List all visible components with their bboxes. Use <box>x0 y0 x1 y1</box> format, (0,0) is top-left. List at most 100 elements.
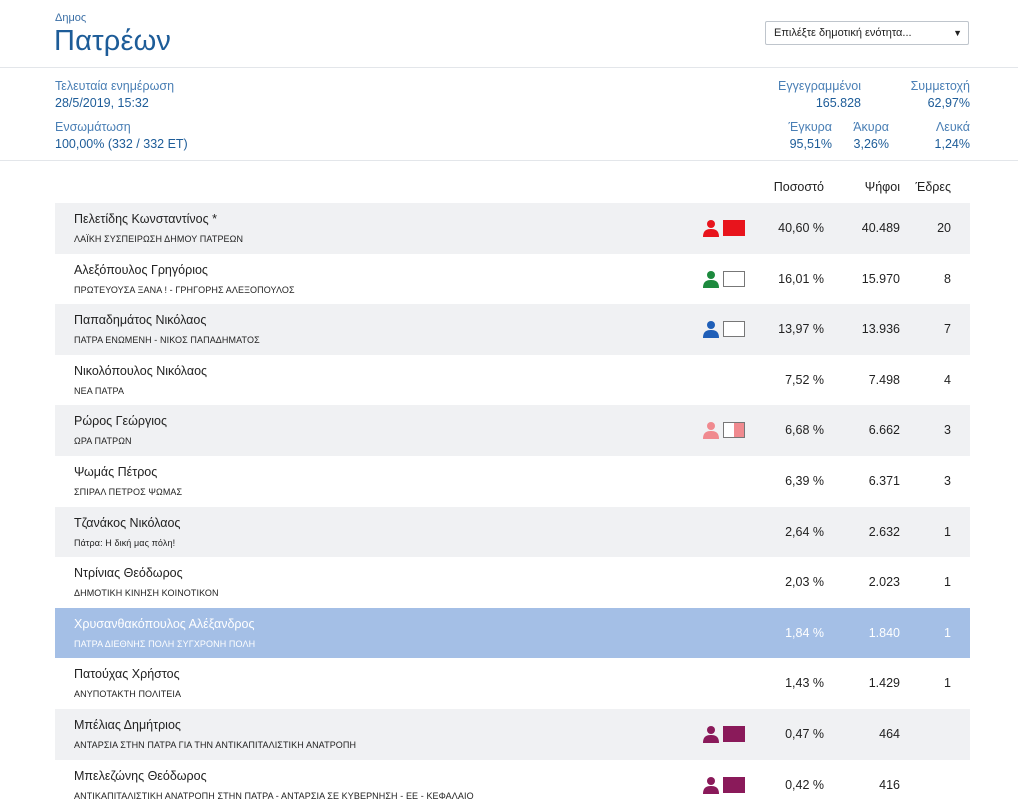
party-color-flag-icon <box>723 321 745 338</box>
table-row[interactable]: Τζανάκος Νικόλαος Πάτρα: Η δική μας πόλη… <box>55 506 970 558</box>
party-color-flag-icon <box>723 220 745 236</box>
votes-cell: 40.489 <box>861 221 900 235</box>
table-row[interactable]: Μπελεζώνης Θεόδωρος ΑΝΤΙΚΑΠΙΤΑΛΙΣΤΙΚΗ ΑΝ… <box>55 760 970 811</box>
party-name: ΠΑΤΡΑ ΔΙΕΘΝΗΣ ΠΟΛΗ ΣΥΓΧΡΟΝΗ ΠΟΛΗ <box>74 638 256 649</box>
votes-cell: 2.023 <box>868 575 900 590</box>
percent-cell: 40,60 % <box>778 221 824 235</box>
party-name: ΣΠΙΡΑΛ ΠΕΤΡΟΣ ΨΩΜΑΣ <box>74 486 183 497</box>
party-name: ΑΝΤΙΚΑΠΙΤΑΛΙΣΤΙΚΗ ΑΝΑΤΡΟΠΗ ΣΤΗΝ ΠΑΤΡΑ - … <box>74 790 474 801</box>
candidate-name: Ψωμάς Πέτρος <box>74 464 158 479</box>
table-row[interactable]: Ντρίνιας Θεόδωρος ΔΗΜΟΤΙΚΗ ΚΙΝΗΣΗ ΚΟΙΝΟΤ… <box>55 557 970 608</box>
votes-cell: 7.498 <box>868 372 900 387</box>
table-row[interactable]: Πελετίδης Κωνσταντίνος * ΛΑΪΚΗ ΣΥΣΠΕΙΡΩΣ… <box>55 203 970 254</box>
stats-panel: Τελευταία ενημέρωση 28/5/2019, 15:32 Ενσ… <box>0 68 1018 161</box>
candidate-name: Μπέλιας Δημήτριος <box>74 717 181 732</box>
last-update-label: Τελευταία ενημέρωση <box>55 79 175 93</box>
candidate-name: Αλεξόπουλος Γρηγόριος <box>74 262 208 277</box>
votes-cell: 2.632 <box>868 524 900 539</box>
page-header: Δημος Πατρέων Επιλέξτε δημοτική ενότητα.… <box>0 0 1018 68</box>
percent-cell: 0,47 % <box>785 726 824 741</box>
table-row[interactable]: Ψωμάς Πέτρος ΣΠΙΡΑΛ ΠΕΤΡΟΣ ΨΩΜΑΣ 6,39 % … <box>55 456 970 507</box>
column-header-seats: Έδρες <box>915 180 951 194</box>
party-name: ΔΗΜΟΤΙΚΗ ΚΙΝΗΣΗ ΚΟΙΝΟΤΙΚΟΝ <box>74 588 219 599</box>
party-color-flag-icon <box>723 270 745 287</box>
party-color-flag-icon <box>723 776 745 793</box>
percent-cell: 2,64 % <box>785 524 824 539</box>
votes-cell: 416 <box>879 777 900 792</box>
percent-cell: 7,52 % <box>785 372 824 387</box>
seats-cell: 1 <box>944 676 951 691</box>
party-name: ΑΝΤΑΡΣΙΑ ΣΤΗΝ ΠΑΤΡΑ ΓΙΑ ΤΗΝ ΑΝΤΙΚΑΠΙΤΑΛΙ… <box>74 739 357 750</box>
last-update-value: 28/5/2019, 15:32 <box>55 96 149 110</box>
table-row[interactable]: Πατούχας Χρήστος ΑΝΥΠΟΤΑΚΤΗ ΠΟΛΙΤΕΙΑ 1,4… <box>55 658 970 709</box>
candidate-name: Νικολόπουλος Νικόλαος <box>74 363 208 378</box>
seats-cell: 20 <box>937 221 951 235</box>
column-header-votes: Ψήφοι <box>864 180 900 194</box>
invalid-label: Άκυρα <box>853 120 889 134</box>
turnout-value: 62,97% <box>927 96 970 110</box>
candidate-person-icon <box>702 725 720 743</box>
party-name: ΑΝΥΠΟΤΑΚΤΗ ΠΟΛΙΤΕΙΑ <box>74 689 182 700</box>
valid-label: Έγκυρα <box>788 120 832 134</box>
percent-cell: 1,84 % <box>785 625 824 640</box>
percent-cell: 2,03 % <box>785 575 824 590</box>
table-row[interactable]: Παπαδημάτος Νικόλαος ΠΑΤΡΑ ΕΝΩΜΕΝΗ - ΝΙΚ… <box>55 304 970 355</box>
percent-cell: 0,42 % <box>785 777 824 792</box>
seats-cell: 3 <box>944 423 951 438</box>
incorporation-label: Ενσωμάτωση <box>55 120 131 134</box>
turnout-label: Συμμετοχή <box>910 79 970 93</box>
party-color-flag-icon <box>723 422 745 439</box>
invalid-value: 3,26% <box>853 137 889 151</box>
table-row[interactable]: Νικολόπουλος Νικόλαος ΝΕΑ ΠΑΤΡΑ 7,52 % 7… <box>55 355 970 406</box>
votes-cell: 1.840 <box>868 625 900 640</box>
table-header: Ποσοστό Ψήφοι Έδρες <box>55 170 970 203</box>
candidate-name: Τζανάκος Νικόλαος <box>74 515 181 530</box>
blank-label: Λευκά <box>935 120 970 134</box>
municipal-unit-select[interactable]: Επιλέξτε δημοτική ενότητα... ▼ <box>765 21 969 45</box>
candidate-name: Ρώρος Γεώργιος <box>74 414 167 429</box>
incorporation-value: 100,00% (332 / 332 ΕΤ) <box>55 137 188 151</box>
registered-label: Εγγεγραμμένοι <box>778 79 861 93</box>
table-row[interactable]: Χρυσανθακόπουλος Αλέξανδρος ΠΑΤΡΑ ΔΙΕΘΝΗ… <box>55 607 970 659</box>
table-body: Πελετίδης Κωνσταντίνος * ΛΑΪΚΗ ΣΥΣΠΕΙΡΩΣ… <box>55 203 970 810</box>
votes-cell: 15.970 <box>861 271 900 286</box>
votes-cell: 6.662 <box>868 423 900 438</box>
party-name: ΠΑΤΡΑ ΕΝΩΜΕΝΗ - ΝΙΚΟΣ ΠΑΠΑΔΗΜΑΤΟΣ <box>74 335 260 346</box>
seats-cell: 7 <box>944 322 951 337</box>
valid-value: 95,51% <box>789 137 832 151</box>
votes-cell: 464 <box>879 726 900 741</box>
candidate-name: Χρυσανθακόπουλος Αλέξανδρος <box>74 616 255 631</box>
registered-value: 165.828 <box>815 96 861 110</box>
party-name: ΠΡΩΤΕΥΟΥΣΑ ΞΑΝΑ ! - ΓΡΗΓΟΡΗΣ ΑΛΕΞΟΠΟΥΛΟΣ <box>74 284 295 295</box>
votes-cell: 6.371 <box>868 473 900 488</box>
candidate-person-icon <box>702 320 720 339</box>
seats-cell: 4 <box>944 372 951 387</box>
dropdown-arrow-icon: ▼ <box>953 28 962 38</box>
percent-cell: 1,43 % <box>785 676 824 691</box>
candidate-person-icon <box>702 270 720 288</box>
party-color-flag-icon <box>723 725 745 742</box>
table-row[interactable]: Αλεξόπουλος Γρηγόριος ΠΡΩΤΕΥΟΥΣΑ ΞΑΝΑ ! … <box>55 254 970 305</box>
candidate-name: Πατούχας Χρήστος <box>74 667 180 682</box>
column-header-percent: Ποσοστό <box>773 180 824 194</box>
municipality-label: Δημος <box>55 12 87 24</box>
candidate-name: Ντρίνιας Θεόδωρος <box>74 566 183 581</box>
seats-cell: 1 <box>944 524 951 539</box>
party-name: ΛΑΪΚΗ ΣΥΣΠΕΙΡΩΣΗ ΔΗΜΟΥ ΠΑΤΡΕΩΝ <box>74 234 244 244</box>
page-title: Πατρέων <box>54 25 172 57</box>
blank-value: 1,24% <box>934 137 970 151</box>
seats-cell: 1 <box>944 575 951 590</box>
candidate-person-icon <box>702 219 720 237</box>
party-name: Πάτρα: Η δική μας πόλη! <box>74 537 176 548</box>
table-row[interactable]: Ρώρος Γεώργιος ΩΡΑ ΠΑΤΡΩΝ 6,68 % 6.662 3 <box>55 405 970 456</box>
unit-select-value: Επιλέξτε δημοτική ενότητα... <box>774 27 912 39</box>
table-row[interactable]: Μπέλιας Δημήτριος ΑΝΤΑΡΣΙΑ ΣΤΗΝ ΠΑΤΡΑ ΓΙ… <box>55 708 970 760</box>
candidate-name: Παπαδημάτος Νικόλαος <box>74 313 207 328</box>
seats-cell: 3 <box>944 473 951 488</box>
candidate-person-icon <box>702 776 720 794</box>
results-table: Ποσοστό Ψήφοι Έδρες Πελετίδης Κωνσταντίν… <box>55 170 970 810</box>
votes-cell: 13.936 <box>861 322 900 337</box>
percent-cell: 13,97 % <box>778 322 824 337</box>
percent-cell: 6,39 % <box>785 473 824 488</box>
percent-cell: 6,68 % <box>785 423 824 438</box>
